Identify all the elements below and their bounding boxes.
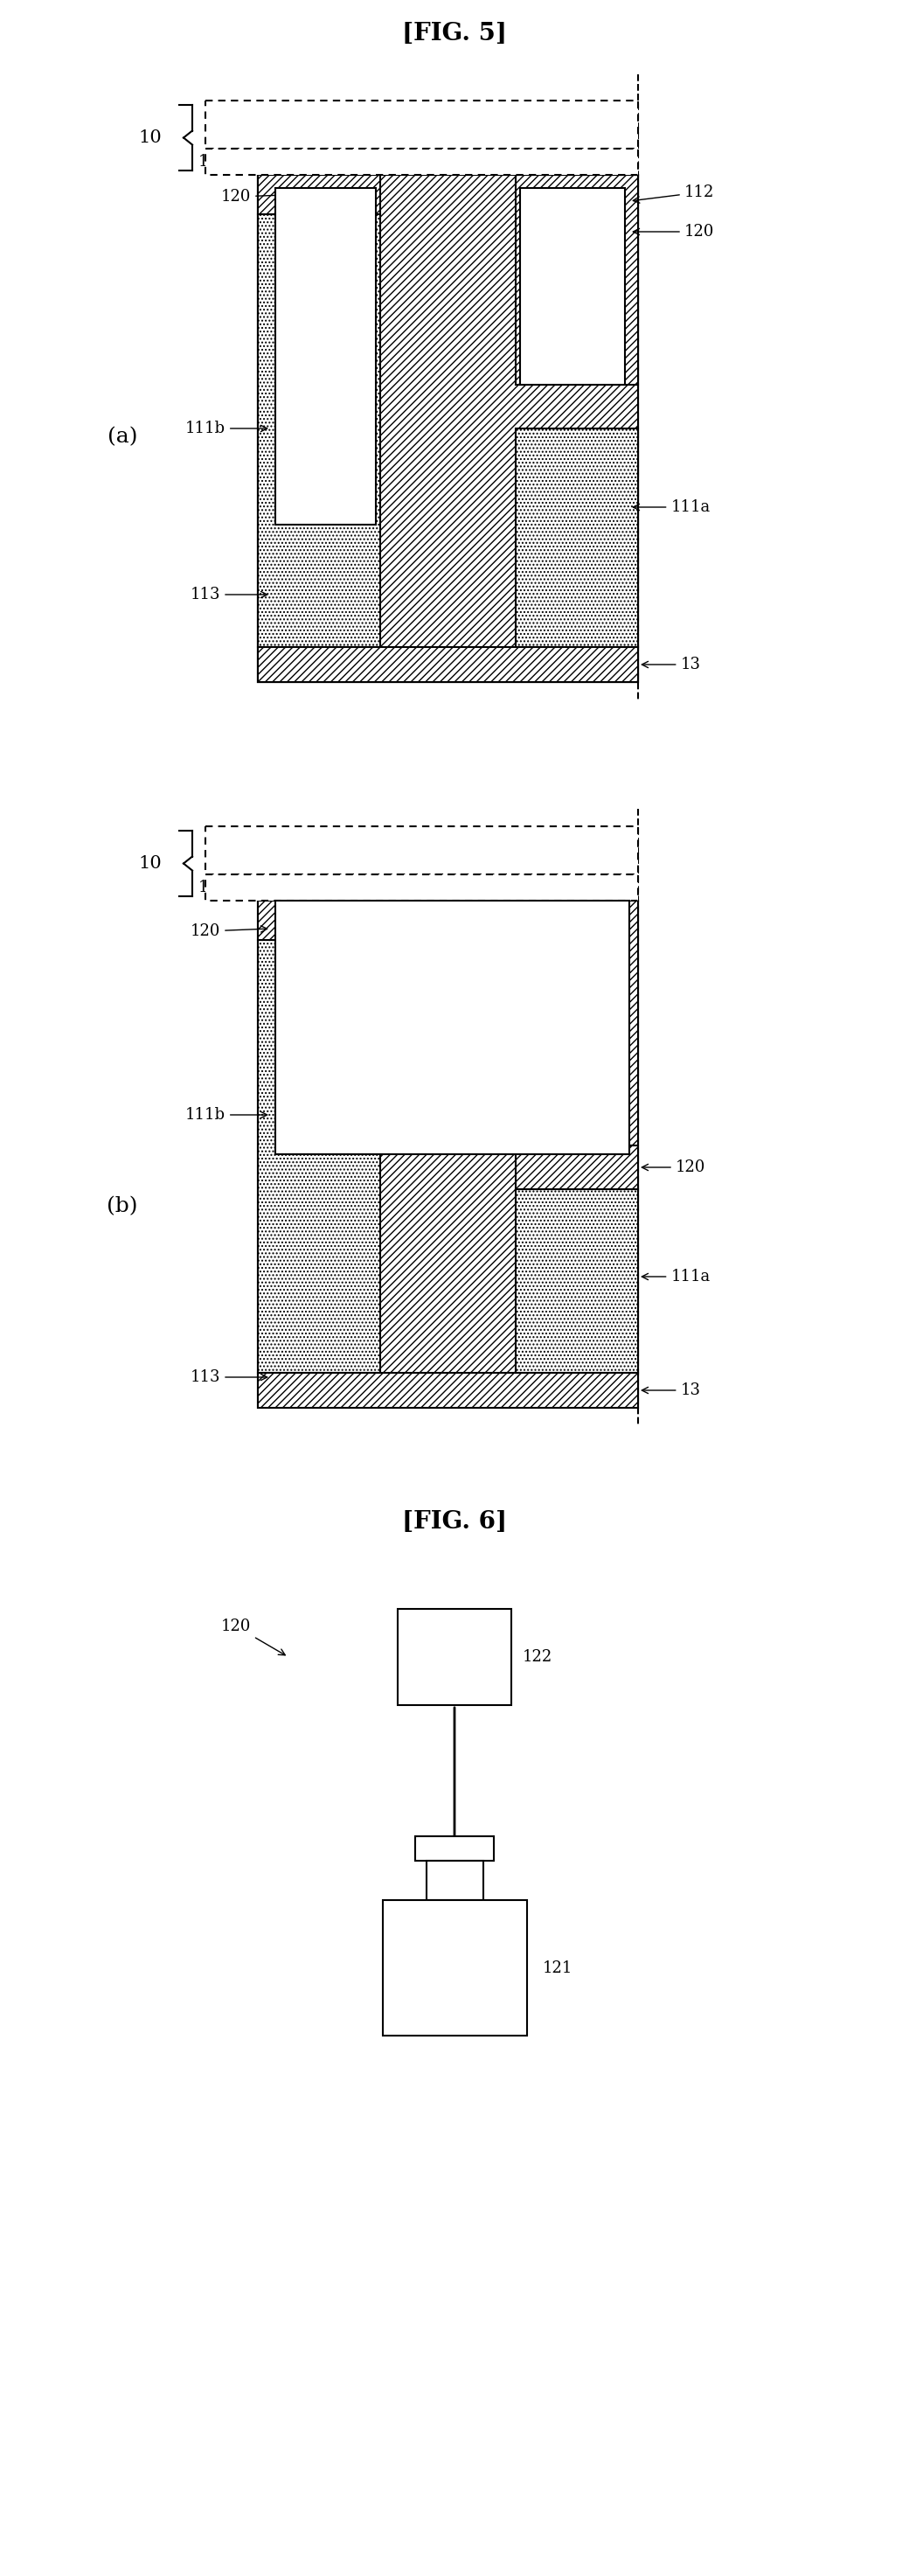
Bar [275, 188, 375, 526]
Bar [205, 100, 638, 149]
Text: 112: 112 [633, 185, 714, 204]
Text: [FIG. 6]: [FIG. 6] [402, 1510, 507, 1533]
Bar [515, 1146, 638, 1190]
Text: 120: 120 [642, 1159, 705, 1175]
Bar [205, 149, 638, 175]
Text: 113: 113 [190, 587, 267, 603]
Text: 10: 10 [139, 855, 162, 871]
Bar [258, 902, 380, 940]
Bar [515, 428, 638, 647]
Text: (a): (a) [107, 428, 137, 448]
Text: 111b: 111b [185, 1108, 267, 1123]
Text: 113: 113 [190, 1370, 267, 1386]
Text: 13: 13 [642, 657, 701, 672]
Bar [258, 1373, 638, 1409]
Bar [258, 647, 638, 683]
Text: 111a: 111a [642, 1270, 710, 1285]
Bar [258, 175, 638, 683]
Text: 11: 11 [205, 116, 225, 131]
Text: 121: 121 [542, 1960, 573, 1976]
Bar [275, 902, 629, 1154]
Text: 120: 120 [221, 1618, 285, 1656]
Bar [515, 175, 638, 384]
Text: 120: 120 [633, 224, 714, 240]
Bar [258, 940, 380, 1373]
Text: 120: 120 [221, 188, 306, 204]
Text: [FIG. 5]: [FIG. 5] [402, 21, 507, 44]
Text: 11: 11 [205, 842, 225, 858]
Bar [515, 1190, 638, 1373]
Text: 122: 122 [523, 1649, 553, 1664]
Bar [205, 827, 638, 873]
Bar [515, 902, 638, 1146]
Bar [398, 1610, 511, 1705]
Bar [383, 1901, 526, 2035]
Bar [258, 175, 638, 683]
Text: 12: 12 [198, 878, 218, 896]
Text: 10: 10 [139, 129, 162, 147]
Bar [415, 1837, 494, 1860]
Text: (b): (b) [107, 1198, 138, 1216]
Bar [258, 214, 380, 647]
Text: 13: 13 [642, 1383, 701, 1399]
Bar [426, 1860, 483, 1901]
Bar [258, 175, 380, 214]
Text: 12: 12 [198, 155, 218, 170]
Bar [520, 188, 625, 384]
Bar [258, 902, 638, 1409]
Text: 111b: 111b [185, 420, 267, 435]
Bar [205, 873, 638, 902]
Text: 112: 112 [352, 1007, 434, 1056]
Text: 111a: 111a [633, 500, 710, 515]
Text: 120: 120 [190, 922, 267, 940]
